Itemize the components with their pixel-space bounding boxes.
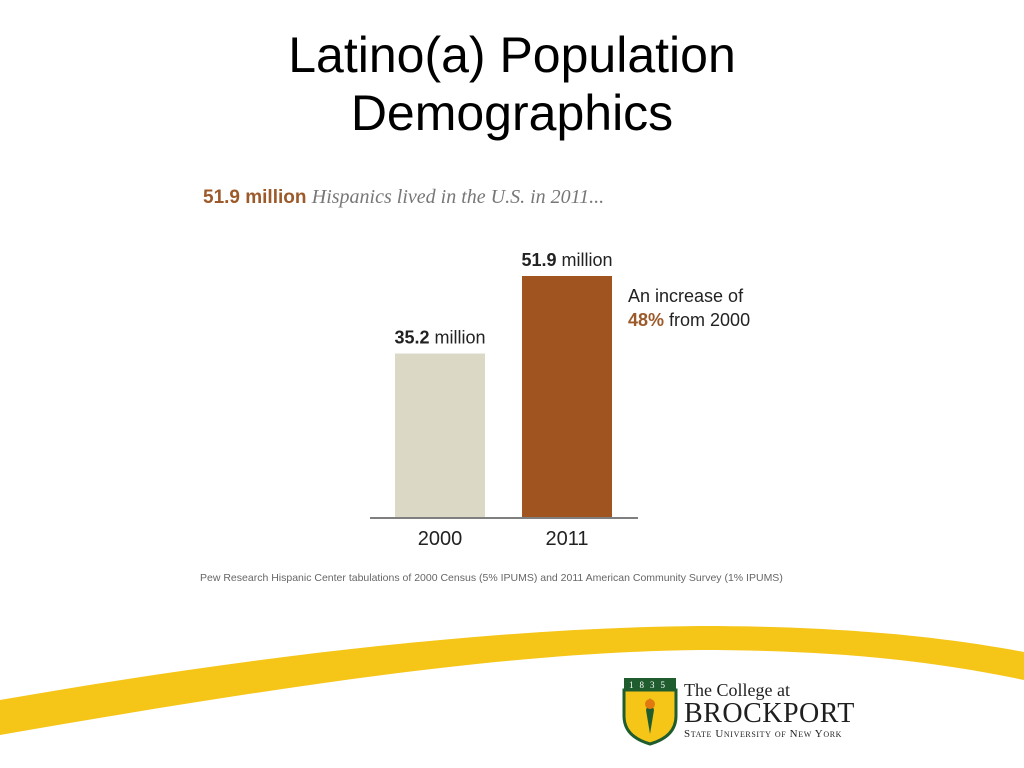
value-label-2000: 35.2 million (394, 328, 485, 348)
bar-2011 (522, 276, 612, 517)
x-tick-label-2000: 2000 (418, 528, 463, 550)
annotation-line-1: An increase of (628, 286, 744, 306)
bar-chart: 35.2 million 2000 51.9 million 2011 An incr… (370, 250, 750, 550)
value-label-unit: million (557, 250, 613, 270)
value-label-number: 51.9 (521, 250, 556, 270)
value-label-number: 35.2 (394, 328, 429, 348)
college-logo: 1835 The College at BROCKPORT State Univ… (620, 676, 890, 746)
annotation-pct: 48% (628, 310, 664, 330)
logo-line-2: BROCKPORT (684, 698, 855, 729)
shield-icon: 1835 (622, 678, 678, 746)
swoosh-band (0, 626, 1024, 735)
labels-group: 35.2 million 2000 51.9 million 2011 (394, 250, 612, 550)
headline-number: 51.9 million (203, 187, 307, 208)
value-label-unit: million (430, 328, 486, 348)
source-note: Pew Research Hispanic Center tabulations… (200, 572, 783, 584)
annotation-line-2: 48% from 2000 (628, 310, 750, 330)
logo-line-3: State University of New York (684, 728, 843, 740)
value-label-2011: 51.9 million (521, 250, 612, 270)
title-line-1: Latino(a) Population (288, 27, 736, 83)
bars-group (395, 276, 612, 517)
headline-text: Hispanics lived in the U.S. in 2011... (311, 186, 605, 208)
bar-2000 (395, 353, 485, 517)
page-title: Latino(a) Population Demographics (0, 26, 1024, 142)
x-tick-label-2011: 2011 (545, 528, 588, 550)
logo-line-1: The College at (684, 680, 790, 700)
svg-text:1835: 1835 (629, 680, 671, 690)
chart-headline: 51.9 million Hispanics lived in the U.S.… (203, 186, 604, 209)
title-line-2: Demographics (350, 85, 674, 141)
annotation-rest: from 2000 (664, 310, 750, 330)
